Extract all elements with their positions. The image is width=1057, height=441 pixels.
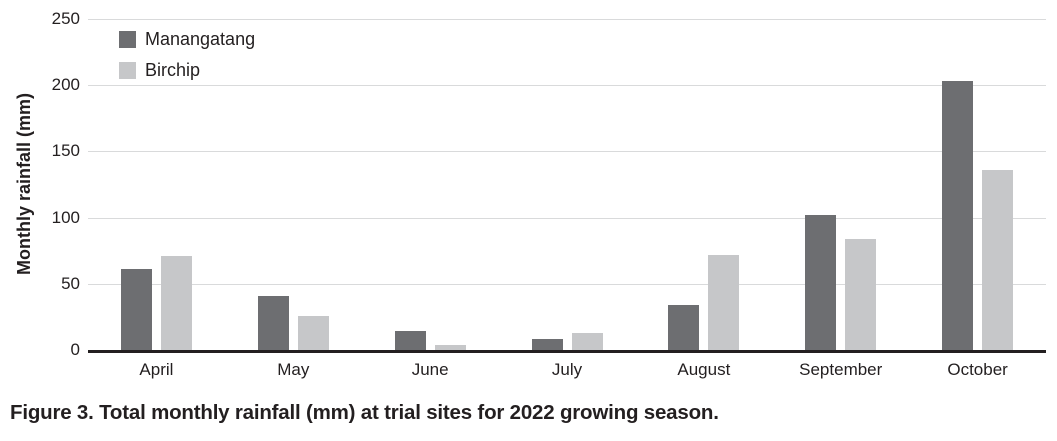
figure-caption: Figure 3. Total monthly rainfall (mm) at… bbox=[10, 401, 719, 424]
bar-group-october bbox=[909, 19, 1046, 350]
legend-swatch-birchip bbox=[119, 61, 136, 79]
y-axis-ticks: 0 50 100 150 200 250 bbox=[0, 9, 80, 359]
gridline-150 bbox=[88, 151, 1046, 153]
x-tick-label-october: October bbox=[947, 360, 1008, 379]
legend-label-birchip: Birchip bbox=[145, 60, 201, 80]
bar-group-may bbox=[225, 19, 362, 350]
x-tick-label-june: June bbox=[411, 360, 449, 379]
bar-manangatang-april bbox=[120, 269, 152, 350]
x-tick-label-september: September bbox=[799, 360, 883, 379]
y-tick-label-50: 50 bbox=[61, 273, 80, 293]
y-tick-label-200: 200 bbox=[51, 75, 80, 95]
bar-manangatang-august bbox=[668, 304, 700, 350]
x-tick-label-august: August bbox=[677, 360, 731, 379]
y-tick-label-100: 100 bbox=[51, 207, 80, 227]
legend-label-manangatang: Manangatang bbox=[145, 29, 256, 49]
gridline-100 bbox=[88, 217, 1046, 219]
legend: Manangatang Birchip bbox=[119, 30, 255, 79]
legend-item-birchip: Birchip bbox=[119, 61, 255, 79]
bar-manangatang-may bbox=[257, 295, 289, 350]
gridline-250 bbox=[88, 19, 1046, 20]
plot-area: Manangatang Birchip bbox=[88, 19, 1046, 353]
gridline-50 bbox=[88, 283, 1046, 285]
bar-birchip-october bbox=[982, 169, 1014, 350]
bar-group-august bbox=[635, 19, 772, 350]
legend-item-manangatang: Manangatang bbox=[119, 30, 255, 48]
bar-manangatang-june bbox=[394, 331, 426, 350]
gridline-200 bbox=[88, 85, 1046, 87]
bar-birchip-july bbox=[571, 332, 603, 350]
bar-birchip-august bbox=[708, 254, 740, 350]
bar-group-april bbox=[88, 19, 225, 350]
bar-manangatang-october bbox=[942, 81, 974, 350]
x-tick-label-april: April bbox=[139, 360, 174, 379]
y-tick-label-250: 250 bbox=[51, 9, 80, 28]
x-axis-labels: April May June July August September October bbox=[88, 360, 1046, 380]
bar-birchip-september bbox=[845, 238, 877, 350]
bar-birchip-april bbox=[160, 256, 192, 350]
x-tick-label-july: July bbox=[551, 360, 583, 379]
x-tick-label-may: May bbox=[277, 360, 310, 379]
y-tick-label-150: 150 bbox=[51, 141, 80, 161]
bar-group-july bbox=[499, 19, 636, 350]
bar-group-june bbox=[362, 19, 499, 350]
bar-birchip-may bbox=[297, 315, 329, 350]
bar-manangatang-july bbox=[531, 339, 563, 350]
legend-swatch-manangatang bbox=[119, 30, 136, 48]
y-tick-label-0: 0 bbox=[70, 340, 80, 359]
bar-birchip-june bbox=[434, 344, 466, 350]
bars-layer bbox=[88, 19, 1046, 350]
bar-manangatang-september bbox=[805, 214, 837, 350]
bar-group-september bbox=[772, 19, 909, 350]
